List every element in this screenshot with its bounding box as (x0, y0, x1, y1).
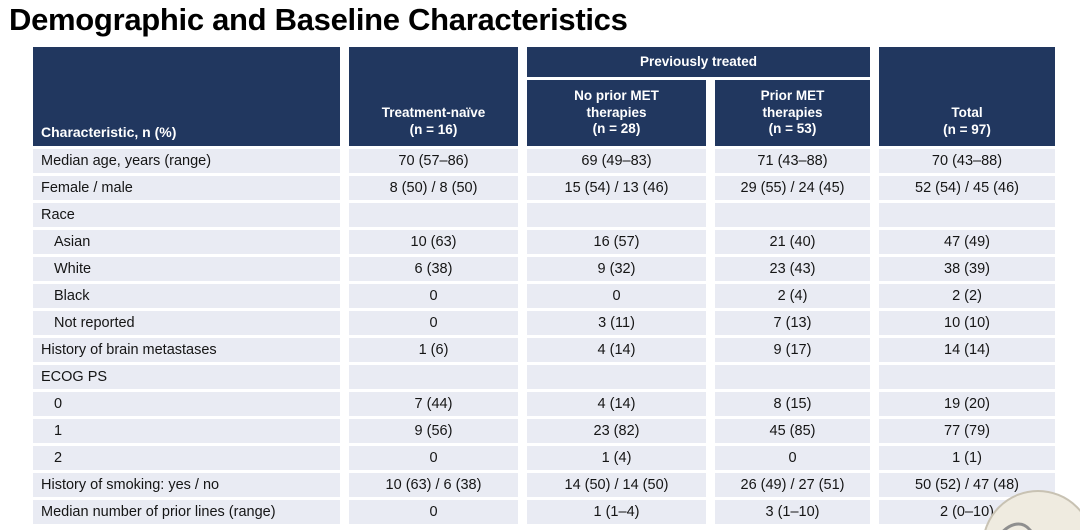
cell-prior-lines-total: 2 (0–10) (879, 500, 1055, 524)
cell-white-prior-met: 23 (43) (715, 257, 870, 281)
row-label-ecog-2: 2 (33, 446, 340, 470)
cell-ecog-1-prior-met: 45 (85) (715, 419, 870, 443)
cell-ecog-1-naive: 9 (56) (349, 419, 518, 443)
cell-ecog-total (879, 365, 1055, 389)
cell-ecog-1-total: 77 (79) (879, 419, 1055, 443)
column-header-prior-met: Prior MET therapies (n = 53) (715, 80, 870, 146)
cell-race-total (879, 203, 1055, 227)
cell-ecog-0-prior-met: 8 (15) (715, 392, 870, 416)
cell-median-age-prior-met: 71 (43–88) (715, 149, 870, 173)
cell-brain-metastases-prior-met: 9 (17) (715, 338, 870, 362)
cell-white-no-prior-met: 9 (32) (527, 257, 706, 281)
cell-not-reported-prior-met: 7 (13) (715, 311, 870, 335)
cell-not-reported-no-prior-met: 3 (11) (527, 311, 706, 335)
cell-black-no-prior-met: 0 (527, 284, 706, 308)
column-header-characteristic: Characteristic, n (%) (33, 47, 340, 146)
row-label-white: White (33, 257, 340, 281)
cell-prior-lines-prior-met: 3 (1–10) (715, 500, 870, 524)
row-label-black: Black (33, 284, 340, 308)
row-label-female-male: Female / male (33, 176, 340, 200)
row-label-not-reported: Not reported (33, 311, 340, 335)
cell-black-naive: 0 (349, 284, 518, 308)
row-label-smoking: History of smoking: yes / no (33, 473, 340, 497)
cell-smoking-no-prior-met: 14 (50) / 14 (50) (527, 473, 706, 497)
cell-smoking-prior-met: 26 (49) / 27 (51) (715, 473, 870, 497)
cell-race-naive (349, 203, 518, 227)
cell-white-total: 38 (39) (879, 257, 1055, 281)
cell-brain-metastases-naive: 1 (6) (349, 338, 518, 362)
cell-ecog-prior-met (715, 365, 870, 389)
cell-black-prior-met: 2 (4) (715, 284, 870, 308)
cell-ecog-0-naive: 7 (44) (349, 392, 518, 416)
cell-asian-prior-met: 21 (40) (715, 230, 870, 254)
column-header-treatment-naive: Treatment-naïve (n = 16) (349, 47, 518, 146)
column-header-total: Total (n = 97) (879, 47, 1055, 146)
cell-ecog-no-prior-met (527, 365, 706, 389)
cell-ecog-0-no-prior-met: 4 (14) (527, 392, 706, 416)
cell-asian-no-prior-met: 16 (57) (527, 230, 706, 254)
cell-ecog-1-no-prior-met: 23 (82) (527, 419, 706, 443)
cell-asian-total: 47 (49) (879, 230, 1055, 254)
row-label-ecog-ps: ECOG PS (33, 365, 340, 389)
cell-ecog-2-naive: 0 (349, 446, 518, 470)
cell-ecog-naive (349, 365, 518, 389)
cell-female-male-naive: 8 (50) / 8 (50) (349, 176, 518, 200)
row-label-median-age: Median age, years (range) (33, 149, 340, 173)
cell-not-reported-total: 10 (10) (879, 311, 1055, 335)
row-label-brain-metastases: History of brain metastases (33, 338, 340, 362)
demographics-table: Characteristic, n (%) Treatment-naïve (n… (33, 47, 1055, 524)
cell-not-reported-naive: 0 (349, 311, 518, 335)
cell-asian-naive: 10 (63) (349, 230, 518, 254)
group-header-previously-treated: Previously treated (527, 47, 870, 77)
row-label-ecog-1: 1 (33, 419, 340, 443)
cell-brain-metastases-total: 14 (14) (879, 338, 1055, 362)
slide-title: Demographic and Baseline Characteristics (9, 2, 628, 37)
cell-ecog-2-total: 1 (1) (879, 446, 1055, 470)
cell-smoking-naive: 10 (63) / 6 (38) (349, 473, 518, 497)
cell-smoking-total: 50 (52) / 47 (48) (879, 473, 1055, 497)
row-label-ecog-0: 0 (33, 392, 340, 416)
cell-median-age-no-prior-met: 69 (49–83) (527, 149, 706, 173)
cell-race-prior-met (715, 203, 870, 227)
row-label-asian: Asian (33, 230, 340, 254)
row-label-race: Race (33, 203, 340, 227)
cell-brain-metastases-no-prior-met: 4 (14) (527, 338, 706, 362)
cell-median-age-total: 70 (43–88) (879, 149, 1055, 173)
row-label-prior-lines: Median number of prior lines (range) (33, 500, 340, 524)
cell-prior-lines-no-prior-met: 1 (1–4) (527, 500, 706, 524)
cell-ecog-2-prior-met: 0 (715, 446, 870, 470)
cell-ecog-0-total: 19 (20) (879, 392, 1055, 416)
cell-female-male-prior-met: 29 (55) / 24 (45) (715, 176, 870, 200)
cell-white-naive: 6 (38) (349, 257, 518, 281)
cell-prior-lines-naive: 0 (349, 500, 518, 524)
cell-median-age-naive: 70 (57–86) (349, 149, 518, 173)
cell-ecog-2-no-prior-met: 1 (4) (527, 446, 706, 470)
cell-race-no-prior-met (527, 203, 706, 227)
cell-female-male-no-prior-met: 15 (54) / 13 (46) (527, 176, 706, 200)
cell-black-total: 2 (2) (879, 284, 1055, 308)
column-header-no-prior-met: No prior MET therapies (n = 28) (527, 80, 706, 146)
cell-female-male-total: 52 (54) / 45 (46) (879, 176, 1055, 200)
